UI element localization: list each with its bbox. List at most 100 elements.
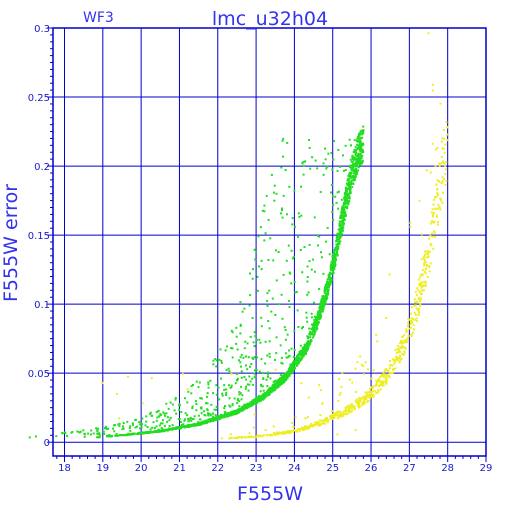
data-point [321,422,324,425]
data-point [302,355,305,357]
data-point [284,378,287,381]
data-point [261,398,263,401]
data-point [293,329,296,332]
data-point [292,361,295,364]
data-point [353,405,356,408]
data-point [366,400,369,403]
data-point [119,434,122,437]
data-point [348,405,351,408]
data-point [350,183,352,186]
data-point [260,325,263,328]
data-point [353,164,356,167]
data-point [282,194,285,197]
data-point [367,368,369,371]
data-point [340,412,343,415]
data-point [256,275,259,278]
data-point [289,363,292,366]
data-point [397,357,400,360]
data-point [430,211,433,214]
data-point [260,259,263,262]
data-point [314,421,317,424]
data-point [435,183,438,186]
data-point [329,417,332,420]
data-point [406,325,409,328]
data-point [347,181,350,184]
data-point [405,330,408,332]
data-point [320,301,323,304]
data-point [206,402,209,405]
data-point [34,435,37,438]
data-point [440,181,443,184]
data-point [354,161,357,164]
data-point [272,425,275,428]
data-point [307,340,310,343]
data-point [171,424,174,427]
data-point [246,402,249,405]
data-point [344,144,347,147]
data-point [357,154,360,157]
data-point [350,181,352,184]
data-point [326,421,329,424]
data-point [434,148,437,151]
y-tick-label: 0 [44,438,50,449]
data-point [417,289,420,292]
data-point [207,412,209,415]
data-point [336,232,339,235]
data-point [310,312,313,315]
data-point [437,203,440,206]
data-point [343,169,345,172]
data-point [246,368,249,371]
data-point [441,147,444,150]
data-point [240,408,243,411]
data-point [439,208,442,211]
data-point [243,376,246,378]
data-point [413,318,416,321]
data-point [413,298,416,301]
data-point [305,345,308,348]
data-point [335,201,338,204]
data-point [351,169,354,172]
data-point [403,346,406,349]
data-point [345,187,348,190]
data-point [398,357,401,360]
data-point [341,210,344,213]
data-point [348,187,351,190]
data-point [423,280,425,283]
data-point [126,420,129,423]
data-point [254,399,257,402]
data-point [250,401,253,404]
data-point [346,179,349,182]
data-point [342,209,345,212]
data-point [145,415,148,418]
data-point [209,379,212,382]
data-point [208,412,211,415]
data-point [195,400,197,403]
data-point [351,404,354,407]
data-point [268,327,271,330]
data-point [184,397,186,400]
data-point [127,433,130,436]
data-point [403,351,406,354]
data-point [388,364,391,367]
data-point [408,327,411,330]
data-point [355,151,358,154]
data-point [335,253,338,256]
data-point [259,390,262,393]
data-point [443,129,445,131]
data-point [207,383,210,386]
data-point [112,427,114,430]
data-point [394,349,397,352]
data-point [220,377,222,380]
data-point [313,318,316,321]
data-point [122,425,124,428]
data-point [390,364,392,366]
data-point [279,431,282,434]
data-point [248,435,251,438]
data-point [241,310,244,313]
data-point [332,263,335,266]
data-point [230,329,233,332]
data-point [157,409,160,412]
data-point [344,201,347,204]
data-point [298,361,300,364]
data-point [428,237,431,240]
